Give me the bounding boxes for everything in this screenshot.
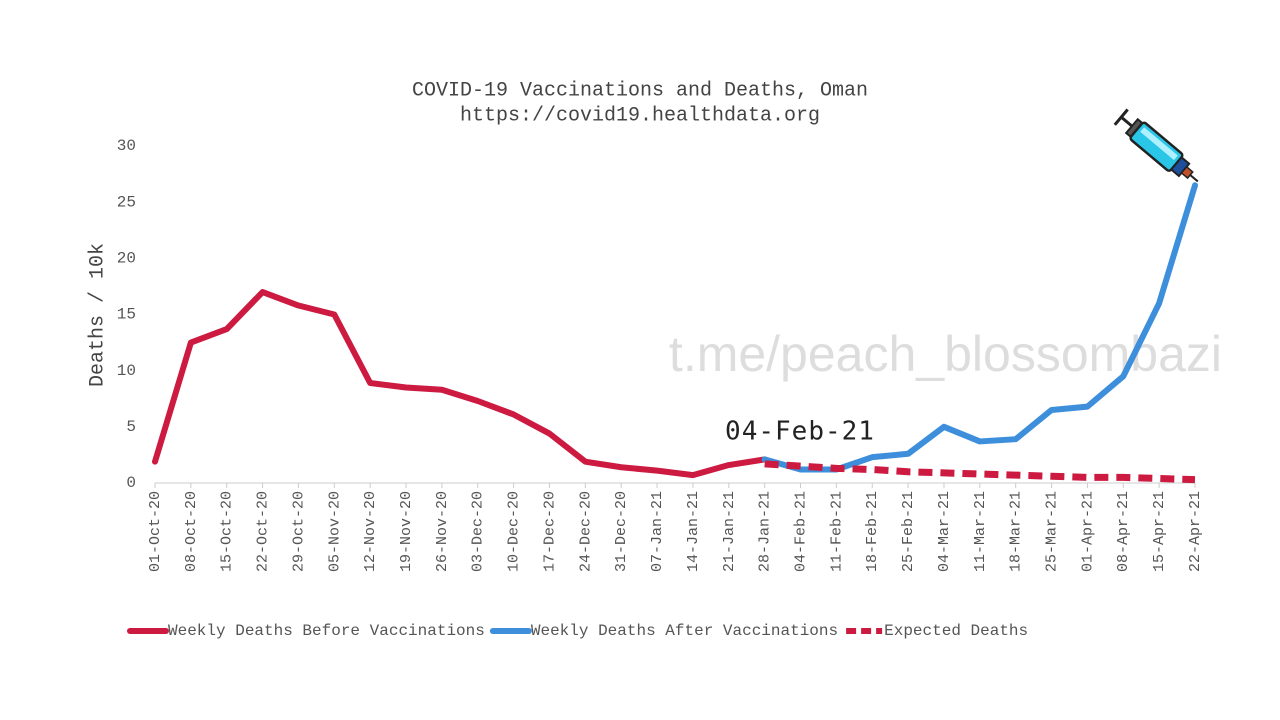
y-tick-label: 0: [126, 474, 136, 492]
x-tick-label: 21-Jan-21: [721, 491, 738, 572]
x-tick-label: 04-Mar-21: [936, 491, 953, 572]
x-tick-label: 08-Apr-21: [1115, 491, 1132, 572]
x-tick-label: 01-Apr-21: [1079, 491, 1096, 572]
x-tick-label: 11-Mar-21: [972, 491, 989, 572]
x-tick-label: 04-Feb-21: [792, 491, 809, 572]
x-tick-label: 22-Oct-20: [255, 491, 272, 572]
y-tick-label: 15: [117, 306, 136, 324]
syringe-icon: [1113, 108, 1199, 183]
x-tick-label: 22-Apr-21: [1187, 491, 1204, 572]
x-tick-label: 10-Dec-20: [506, 491, 523, 572]
y-tick-label: 10: [117, 362, 136, 380]
chart-title: COVID-19 Vaccinations and Deaths, Oman: [412, 79, 868, 102]
y-tick-label: 5: [126, 418, 136, 436]
x-tick-label: 25-Mar-21: [1044, 491, 1061, 572]
legend-label: Expected Deaths: [884, 622, 1028, 640]
x-tick-label: 11-Feb-21: [828, 491, 845, 572]
x-tick-label: 14-Jan-21: [685, 491, 702, 572]
x-tick-label: 15-Oct-20: [219, 491, 236, 572]
legend-label: Weekly Deaths Before Vaccinations: [168, 622, 485, 640]
x-tick-label: 17-Dec-20: [541, 491, 558, 572]
x-tick-label: 26-Nov-20: [434, 491, 451, 572]
x-tick-label: 03-Dec-20: [470, 491, 487, 572]
x-tick-label: 28-Jan-21: [757, 491, 774, 572]
x-tick-label: 01-Oct-20: [147, 491, 164, 572]
series-line: [152, 289, 768, 479]
x-tick-label: 05-Nov-20: [326, 491, 343, 572]
x-tick-label: 12-Nov-20: [362, 491, 379, 572]
watermark: t.me/peach_blossombazi: [669, 326, 1222, 382]
y-tick-label: 20: [117, 250, 136, 268]
series-line: [764, 460, 1196, 484]
x-tick-label: 29-Oct-20: [290, 491, 307, 572]
y-tick-label: 30: [117, 137, 136, 155]
x-tick-label: 08-Oct-20: [183, 491, 200, 572]
x-tick-label: 31-Dec-20: [613, 491, 630, 572]
x-tick-label: 19-Nov-20: [398, 491, 415, 572]
x-tick-label: 18-Feb-21: [864, 491, 881, 572]
y-tick-label: 25: [117, 193, 136, 211]
x-tick-label: 24-Dec-20: [577, 491, 594, 572]
x-tick-label: 18-Mar-21: [1008, 491, 1025, 572]
x-tick-label: 25-Feb-21: [900, 491, 917, 572]
chart-subtitle: https://covid19.healthdata.org: [460, 104, 820, 127]
annotation: 04-Feb-21: [725, 417, 875, 447]
y-axis-label: Deaths / 10k: [86, 243, 109, 387]
x-tick-label: 15-Apr-21: [1151, 491, 1168, 572]
x-tick-label: 07-Jan-21: [649, 491, 666, 572]
legend-label: Weekly Deaths After Vaccinations: [531, 622, 838, 640]
